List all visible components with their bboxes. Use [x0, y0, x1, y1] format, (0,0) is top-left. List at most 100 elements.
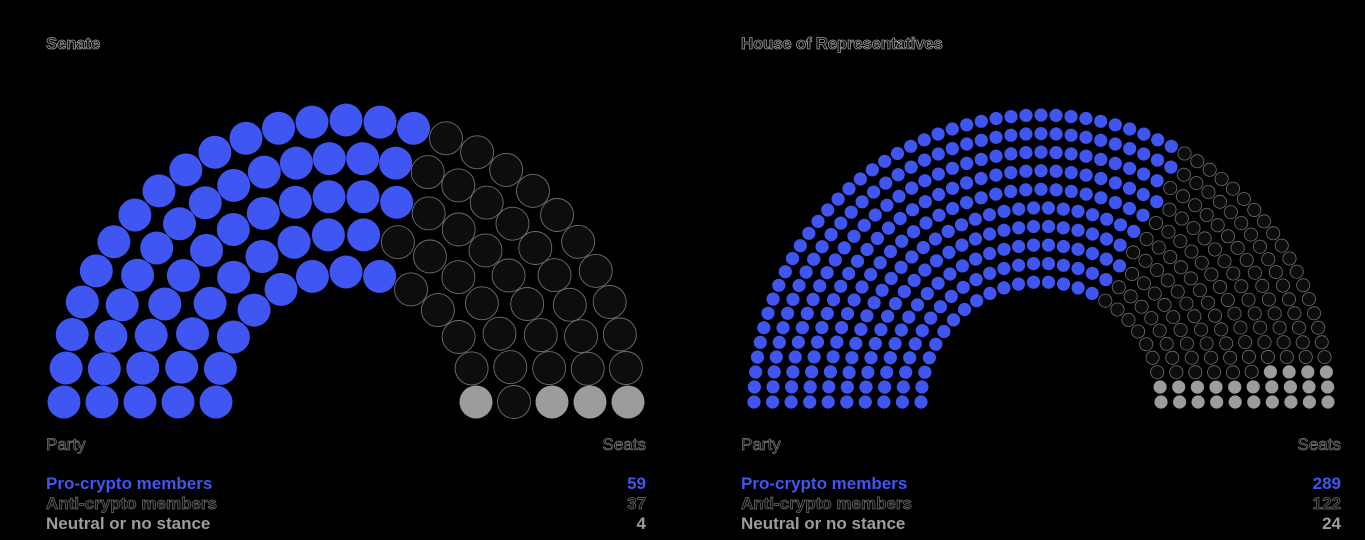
seat-pro — [945, 142, 959, 156]
seats-header: Seats — [1297, 435, 1341, 455]
seat-pro — [1056, 202, 1070, 216]
seat-pro — [891, 168, 905, 182]
seat-anti — [1157, 297, 1172, 312]
seat-pro — [815, 240, 829, 254]
seat-pro — [868, 336, 882, 351]
seat-pro — [1136, 187, 1150, 202]
seat-pro — [982, 208, 997, 222]
seat-pro — [1122, 181, 1137, 195]
seat-pro — [919, 216, 933, 230]
seat-pro — [968, 232, 983, 246]
seat-anti — [564, 319, 598, 354]
seat-pro — [916, 240, 930, 255]
seat-pro — [1041, 275, 1056, 289]
seat-pro — [894, 323, 908, 337]
seat-anti — [1151, 240, 1166, 255]
seat-pro — [1056, 277, 1071, 291]
seat-anti — [1241, 292, 1256, 307]
seat-pro — [865, 163, 879, 177]
seat-anti — [1292, 320, 1307, 335]
seat-pro — [820, 266, 834, 280]
seat-pro — [932, 187, 946, 202]
seat-anti — [1239, 252, 1254, 267]
seat-pro — [974, 171, 988, 186]
legend-row-pro: Pro-crypto members 289 — [741, 474, 1341, 494]
seat-pro — [1064, 110, 1078, 124]
seat-pro — [781, 306, 795, 320]
seat-pro — [877, 395, 891, 409]
seat-anti — [1121, 312, 1136, 327]
seat-pro — [142, 174, 176, 208]
seat-pro — [920, 287, 934, 301]
seat-pro — [1012, 202, 1026, 216]
seat-pro — [747, 395, 761, 409]
seat-pro — [193, 286, 227, 320]
seat-pro — [105, 288, 139, 322]
seat-pro — [955, 238, 969, 252]
seat-anti — [1147, 286, 1162, 301]
seat-anti — [1241, 349, 1256, 364]
seat-count: 122 — [1312, 494, 1341, 514]
seat-anti — [1173, 322, 1188, 337]
seat-pro — [1004, 147, 1018, 161]
seat-pro — [897, 285, 911, 299]
seat-anti — [1317, 350, 1332, 365]
seat-anti — [592, 285, 627, 319]
seat-anti — [1226, 266, 1241, 281]
seat-neutral — [1153, 380, 1167, 394]
seat-anti — [468, 233, 503, 268]
seat-pro — [888, 337, 902, 351]
seat-pro — [847, 293, 861, 307]
seat-pro — [1034, 108, 1048, 122]
seat-pro — [1071, 242, 1085, 256]
seat-pro — [1049, 164, 1063, 178]
seat-pro — [49, 351, 83, 385]
seat-anti — [1275, 278, 1290, 293]
seat-pro — [815, 321, 829, 335]
seat-anti — [1252, 239, 1267, 254]
seat-pro — [1164, 160, 1178, 174]
seat-anti — [1314, 335, 1329, 350]
seat-pro — [840, 395, 854, 409]
seat-pro — [79, 254, 113, 288]
seat-count: 24 — [1322, 514, 1341, 533]
seat-pro — [1164, 139, 1178, 153]
seat-pro — [1041, 257, 1056, 271]
chart-title: Senate — [46, 34, 101, 54]
seat-pro — [997, 261, 1011, 276]
seat-anti — [1192, 283, 1207, 298]
seat-anti — [1184, 244, 1199, 259]
seat-anti — [1184, 350, 1199, 365]
seat-anti — [1177, 146, 1192, 161]
seat-pro — [937, 324, 951, 339]
seat-pro — [166, 259, 200, 292]
seat-pro — [347, 218, 381, 252]
seat-pro — [842, 266, 856, 281]
seat-anti — [561, 224, 596, 259]
seat-anti — [1204, 267, 1219, 282]
seat-anti — [1236, 192, 1251, 207]
seat-pro — [262, 111, 295, 145]
seat-pro — [229, 121, 263, 155]
seat-pro — [941, 224, 955, 238]
seat-neutral — [1228, 395, 1242, 409]
seat-pro — [822, 380, 836, 394]
seat-anti — [1152, 323, 1167, 338]
seat-pro — [821, 203, 835, 217]
seat-pro — [346, 142, 380, 176]
legend-label: Pro-crypto members — [741, 474, 908, 493]
seat-pro — [1019, 183, 1033, 197]
seat-anti — [1139, 231, 1154, 246]
seat-pro — [830, 335, 844, 349]
seat-anti — [1145, 350, 1160, 365]
seat-pro — [896, 380, 910, 394]
seat-pro — [879, 176, 893, 190]
seat-pro — [772, 335, 786, 349]
seat-neutral — [573, 385, 607, 419]
seat-pro — [1056, 258, 1070, 272]
seat-pro — [997, 223, 1011, 237]
seat-pro — [821, 395, 835, 409]
seat-pro — [861, 365, 875, 379]
seat-pro — [747, 380, 761, 394]
seat-anti — [510, 287, 545, 321]
